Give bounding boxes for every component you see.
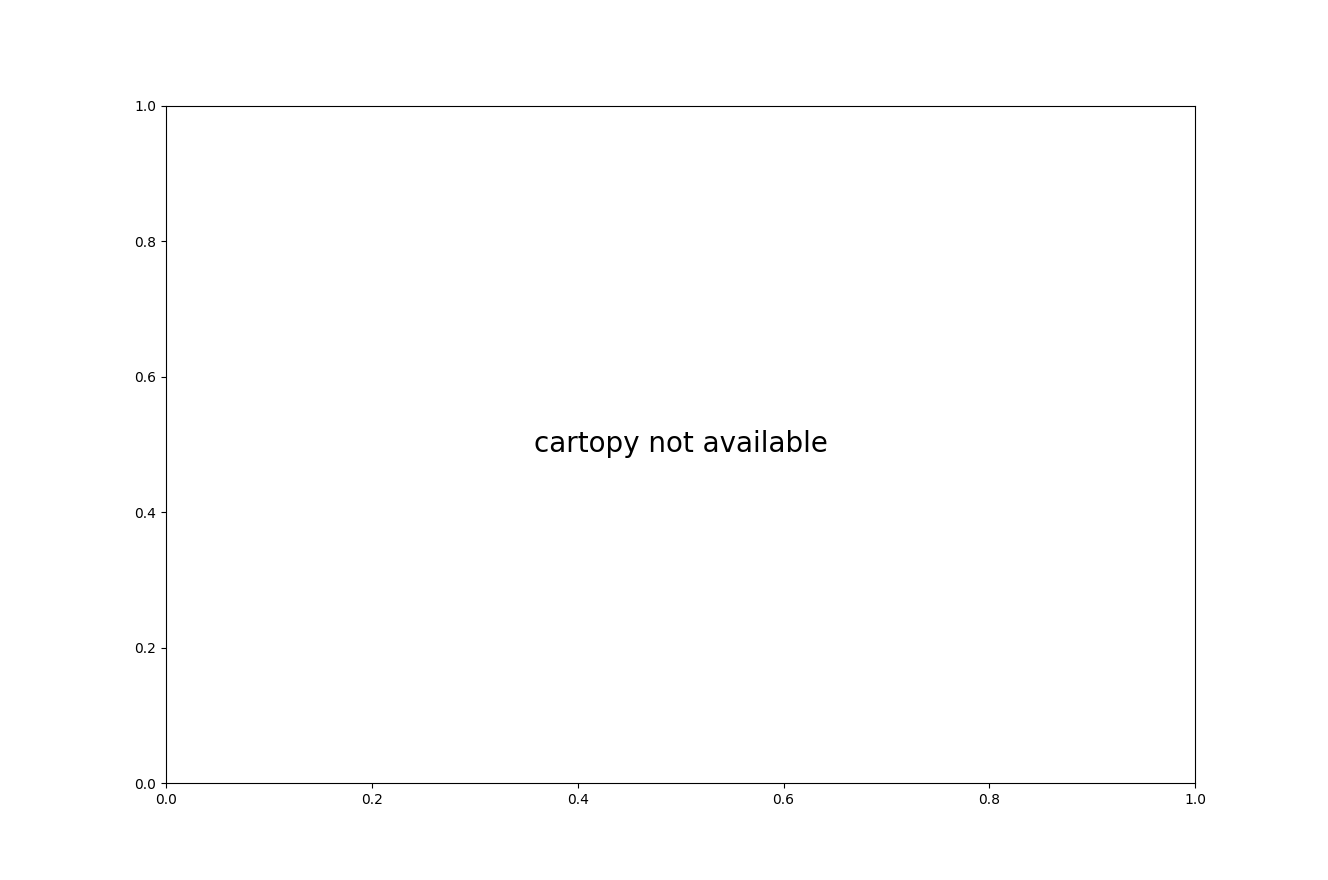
Text: cartopy not available: cartopy not available: [534, 430, 827, 458]
